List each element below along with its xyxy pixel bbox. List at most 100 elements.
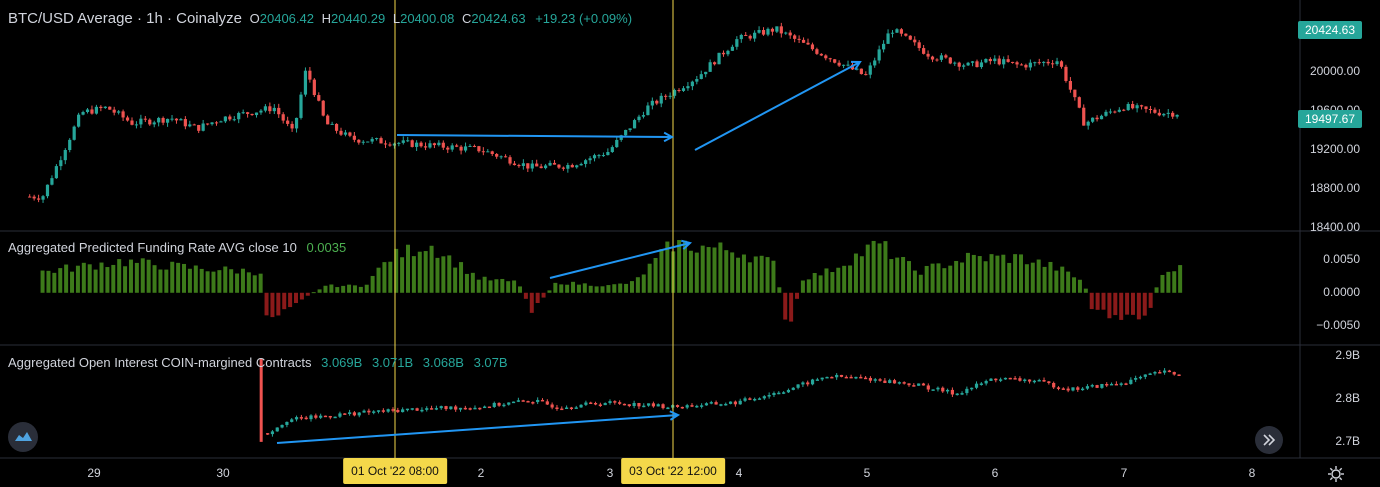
- price-candle: [841, 64, 846, 66]
- oi-candle: [309, 415, 313, 420]
- funding-bar: [559, 284, 564, 293]
- funding-bar: [429, 245, 434, 293]
- price-candle: [539, 166, 543, 169]
- oi-candle: [941, 387, 945, 392]
- funding-bar: [859, 256, 864, 293]
- oi-candle: [984, 380, 988, 384]
- price-candle: [397, 142, 401, 144]
- oi-candle: [902, 382, 906, 384]
- funding-bar: [447, 255, 452, 293]
- price-candle: [1171, 112, 1175, 117]
- funding-bar: [948, 265, 953, 293]
- funding-title[interactable]: Aggregated Predicted Funding Rate AVG cl…: [8, 240, 297, 255]
- oi-candle: [878, 379, 882, 381]
- price-candle: [926, 53, 930, 57]
- price-candle: [953, 62, 957, 64]
- oi-title[interactable]: Aggregated Open Interest COIN-margined C…: [8, 355, 312, 370]
- funding-bar: [1060, 266, 1065, 293]
- oi-candle: [666, 407, 670, 410]
- funding-bar: [1013, 254, 1018, 293]
- oi-candle: [1124, 383, 1128, 385]
- price-candle: [294, 117, 299, 129]
- oi-candle: [849, 376, 853, 379]
- price-candle: [584, 160, 588, 164]
- oi-candle: [565, 407, 569, 409]
- arrow-price-flat: [396, 131, 675, 143]
- funding-bar: [1036, 259, 1041, 293]
- price-candle: [597, 155, 601, 157]
- arrow-oi-up-head: [669, 410, 681, 421]
- price-candle: [139, 118, 143, 125]
- funding-bar: [789, 292, 794, 322]
- price-candle: [121, 111, 125, 118]
- price-candle: [1131, 103, 1135, 109]
- oi-candle: [1148, 373, 1152, 376]
- funding-bar: [1172, 271, 1177, 293]
- oi-candle: [449, 406, 453, 410]
- funding-bar: [40, 270, 45, 293]
- price-candle: [753, 32, 757, 39]
- oi-candle: [545, 401, 549, 405]
- price-candle: [570, 165, 574, 168]
- oi-candle: [463, 407, 467, 410]
- price-candle: [317, 95, 321, 101]
- oi-candle: [584, 402, 588, 405]
- oi-candle: [1177, 374, 1181, 376]
- oi-candle: [1018, 378, 1022, 381]
- oi-candle: [714, 402, 718, 405]
- price-candle: [668, 95, 672, 97]
- symbol-title[interactable]: BTC/USD Average · 1h · Coinalyze: [8, 10, 242, 27]
- oi-candle: [1167, 370, 1172, 373]
- tradingview-logo-icon[interactable]: [8, 422, 38, 452]
- funding-bar: [1030, 262, 1035, 293]
- price-candle: [855, 68, 859, 70]
- price-candle: [1006, 59, 1010, 62]
- last-price-tag: 20424.63: [1298, 21, 1362, 39]
- funding-bar: [1113, 292, 1118, 316]
- funding-bar: [565, 284, 570, 293]
- oi-candle: [704, 403, 709, 406]
- arrow-price-flat-head: [663, 131, 675, 143]
- price-candle: [112, 109, 116, 113]
- funding-bar: [211, 271, 216, 293]
- price-candle: [374, 138, 379, 140]
- close-value: 20424.63: [471, 11, 526, 26]
- oi-candle: [323, 415, 328, 418]
- funding-bar: [659, 248, 664, 293]
- oi-candle: [1013, 378, 1017, 380]
- funding-bar: [282, 292, 287, 310]
- oi-candle: [526, 401, 530, 403]
- funding-bar: [382, 262, 387, 293]
- price-candle: [477, 146, 481, 152]
- price-candle: [766, 28, 770, 35]
- funding-bar: [229, 269, 234, 293]
- price-candle: [152, 122, 156, 125]
- main-legend: BTC/USD Average · 1h · Coinalyze O20406.…: [8, 10, 632, 27]
- price-candle: [157, 117, 161, 123]
- funding-bar: [441, 256, 446, 293]
- oi-y-tick-1: 2.8B: [1335, 391, 1360, 405]
- price-candle: [357, 139, 361, 143]
- settings-gear-icon[interactable]: [1326, 464, 1346, 484]
- oi-candle: [868, 377, 873, 381]
- price-candle: [85, 109, 90, 113]
- oi-candle: [945, 389, 950, 392]
- price-candle: [610, 147, 614, 153]
- price-candle: [664, 95, 668, 97]
- oi-candle: [1066, 388, 1070, 391]
- funding-y-tick-2: −0.0050: [1316, 318, 1360, 332]
- scroll-right-icon[interactable]: [1255, 426, 1283, 454]
- funding-bar: [541, 292, 546, 298]
- funding-bar: [706, 247, 711, 293]
- funding-value: 0.0035: [306, 240, 347, 255]
- price-candle: [1015, 62, 1019, 65]
- funding-bar: [294, 292, 299, 304]
- price-candle: [793, 35, 797, 39]
- price-candle: [1073, 89, 1077, 98]
- oi-candle: [743, 398, 747, 401]
- price-candle: [459, 146, 463, 151]
- funding-bar: [865, 244, 870, 293]
- funding-bar: [1095, 292, 1100, 310]
- price-candle: [45, 184, 50, 197]
